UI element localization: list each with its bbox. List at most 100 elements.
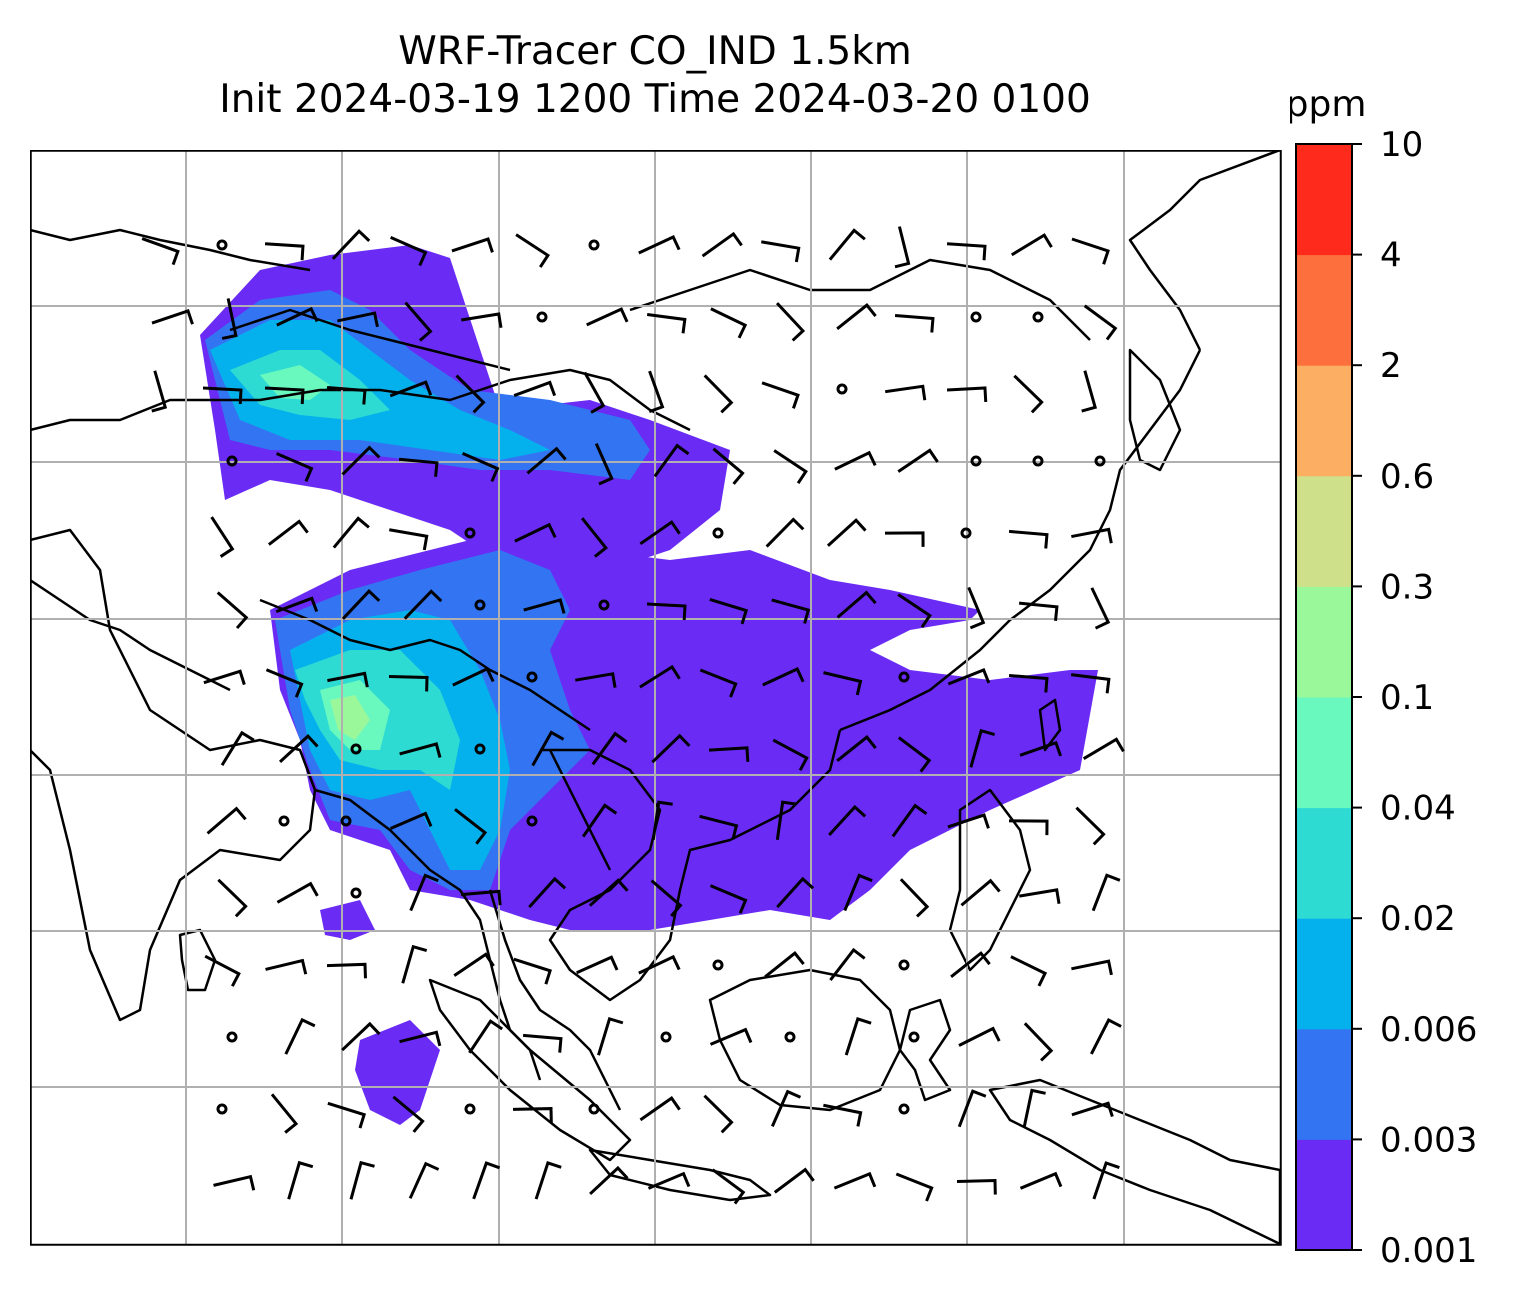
wind-barb: [772, 738, 809, 772]
calm-wind-circle: [908, 1031, 920, 1043]
wind-barb: [588, 878, 629, 907]
wind-barb: [452, 666, 495, 687]
calm-wind-circle: [598, 599, 610, 611]
wind-barb: [638, 954, 681, 975]
wind-barb: [946, 386, 988, 403]
wind-barb: [594, 443, 614, 486]
calm-wind-circle: [970, 311, 982, 323]
calm-wind-circle: [898, 671, 910, 683]
wind-barb: [580, 517, 608, 558]
wind-barb: [389, 811, 433, 830]
wind-barb: [151, 309, 194, 325]
wind-barb: [703, 1094, 734, 1134]
colorbar-tick-label: 0.003: [1380, 1120, 1477, 1160]
wind-barb: [653, 443, 690, 478]
wind-barb: [960, 878, 1001, 907]
colorbar-blocks: [1296, 144, 1352, 1251]
wind-barb: [287, 1160, 314, 1200]
colorbar-block: [1296, 697, 1352, 809]
wind-barb: [709, 598, 749, 625]
plume-south-max: [330, 695, 370, 740]
map-border: [30, 150, 1282, 1246]
border-mongolia: [629, 258, 1091, 341]
wind-barb: [523, 598, 566, 614]
wind-barb: [575, 672, 617, 688]
wind-barb: [709, 884, 748, 914]
wind-barb: [947, 668, 991, 686]
wind-barbs: [141, 226, 1125, 1205]
calm-wind-circle: [536, 311, 548, 323]
wind-barb: [264, 386, 305, 405]
calm-wind-circle: [588, 1103, 600, 1115]
wind-barb: [522, 1033, 563, 1053]
wind-barb: [513, 957, 552, 985]
wind-barb: [468, 1019, 504, 1054]
wind-barb: [513, 380, 557, 397]
wind-barb: [1090, 1018, 1122, 1055]
calm-wind-circle: [712, 527, 724, 539]
wind-barb: [638, 234, 681, 255]
wind-barb: [399, 1030, 442, 1047]
wind-barb: [950, 951, 991, 978]
wind-barb: [390, 235, 428, 267]
wind-barb: [895, 1172, 934, 1202]
wind-barb: [1092, 1161, 1120, 1200]
colorbar-block: [1296, 254, 1352, 366]
wind-barb: [267, 519, 309, 546]
colorbar-block: [1296, 365, 1352, 477]
wind-barb: [897, 736, 932, 773]
wind-barb: [823, 1103, 863, 1127]
wind-barb: [398, 457, 439, 477]
calm-wind-circle: [660, 1031, 672, 1043]
wind-barb: [1008, 819, 1049, 836]
wind-barb: [210, 516, 235, 558]
wind-barb: [958, 1026, 1001, 1047]
wind-barb: [341, 589, 381, 620]
calm-wind-circle: [226, 1031, 238, 1043]
calm-wind-circle: [960, 527, 972, 539]
wind-barb: [206, 806, 247, 835]
wind-barb: [327, 1101, 367, 1129]
wind-barb: [451, 237, 494, 253]
title-line-1: WRF-Tracer CO_IND 1.5km: [398, 29, 912, 74]
wind-barb: [897, 593, 932, 629]
colorbar-block: [1296, 807, 1352, 919]
wind-barb: [764, 951, 805, 979]
coast-borneo: [708, 968, 902, 1112]
wind-barb: [956, 1179, 997, 1195]
wind-barb: [836, 735, 877, 763]
wind-barb: [1082, 737, 1125, 760]
wind-barb: [843, 873, 873, 912]
wind-barb: [1075, 806, 1106, 846]
calm-wind-circle: [1032, 455, 1044, 467]
wind-barb: [453, 952, 495, 977]
colorbar-block: [1296, 918, 1352, 1030]
wind-barb: [1091, 873, 1121, 912]
calm-wind-circle: [226, 455, 238, 467]
wind-barb: [1071, 237, 1110, 265]
wind-barb: [461, 452, 500, 483]
wind-barb: [651, 800, 673, 841]
colorbar-block: [1296, 1028, 1352, 1140]
wind-barb: [894, 313, 935, 333]
wind-barb: [701, 231, 743, 258]
colorbar-block: [1296, 1139, 1352, 1251]
wind-barb: [389, 380, 433, 398]
wind-barb: [648, 370, 665, 414]
wind-barb: [454, 808, 488, 845]
wind-barb: [770, 1089, 802, 1127]
colorbar-tick-label: 4: [1380, 236, 1402, 276]
tracer-field: [200, 245, 1098, 1125]
calm-wind-circle: [474, 599, 486, 611]
wind-barb: [957, 1089, 987, 1128]
wind-barb: [460, 889, 502, 906]
wind-barb: [403, 589, 443, 620]
wind-barb: [455, 374, 486, 414]
coast-china-north: [1128, 150, 1280, 351]
wind-barb: [833, 1171, 877, 1190]
wind-barb: [650, 879, 683, 917]
colorbar-unit: ppm: [1290, 84, 1366, 125]
wind-barb: [894, 226, 911, 269]
wind-barb: [1081, 370, 1098, 413]
colorbar-tick-label: 0.006: [1380, 1010, 1477, 1050]
